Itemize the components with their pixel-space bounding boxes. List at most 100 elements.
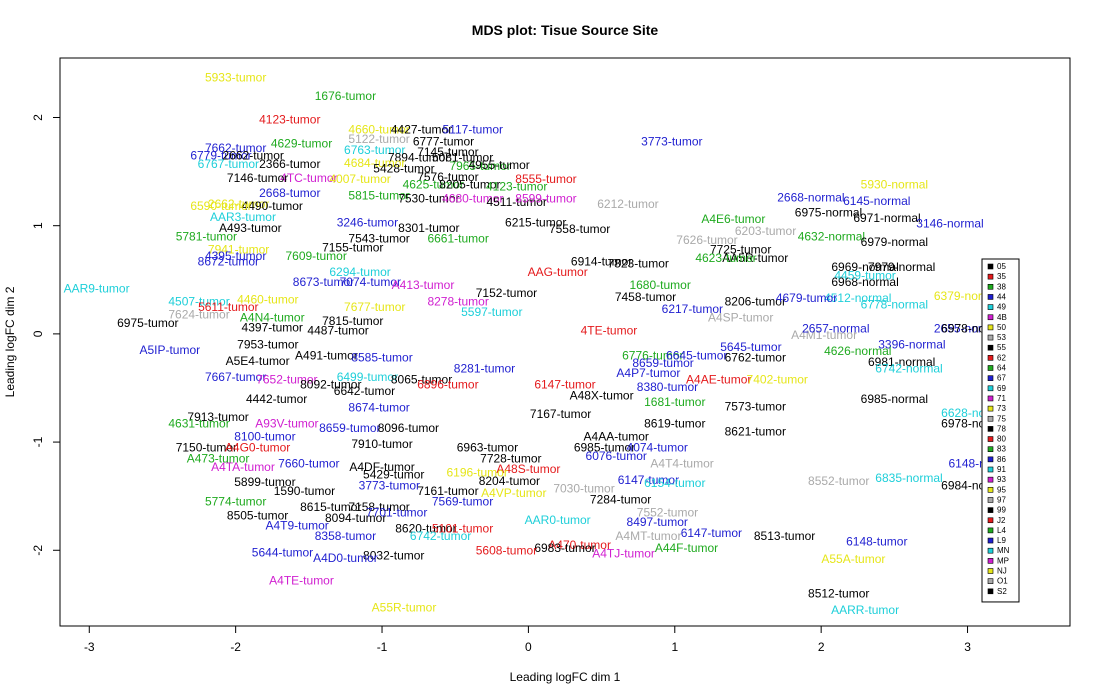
point-label: 4074-tumor	[627, 440, 688, 454]
legend-swatch	[987, 365, 994, 371]
point-label: 4459-tumor	[834, 268, 895, 282]
point-label: 1680-tumor	[629, 278, 690, 292]
point-label: 1681-tumor	[644, 395, 705, 409]
point-label: 8358-tumor	[315, 529, 376, 543]
point-label: 6076-tumor	[586, 449, 647, 463]
legend-label: 78	[997, 424, 1006, 433]
legend-swatch	[987, 497, 994, 503]
point-label: A55A-tumor	[821, 552, 885, 566]
point-label: 5815-tumor	[348, 188, 409, 202]
point-label: 4442-tumor	[246, 392, 307, 406]
point-label: 8032-tumor	[363, 549, 424, 563]
point-label: 8513-tumor	[754, 529, 815, 543]
legend-label: 91	[997, 465, 1006, 474]
point-label: A55R-tumor	[372, 601, 437, 615]
point-label: 6763-tumor	[344, 143, 405, 157]
point-label: 8672-tumor	[198, 254, 259, 268]
point-label: 5429-tumor	[363, 468, 424, 482]
legend-label: 95	[997, 485, 1006, 494]
point-label: AAR0-tumor	[525, 513, 591, 527]
point-label: 6154-tumor	[644, 476, 705, 490]
legend-label: MP	[997, 556, 1009, 565]
point-label: 4626-normal	[824, 344, 891, 358]
legend-label: 53	[997, 333, 1006, 342]
point-label: 7662-tumor	[205, 141, 266, 155]
x-axis-label: Leading logFC dim 1	[510, 670, 621, 684]
point-label: 2662-tumor	[208, 197, 269, 211]
legend-swatch	[987, 588, 994, 595]
point-label: 3773-tumor	[641, 134, 702, 148]
point-label: 3396-normal	[878, 338, 945, 352]
legend-swatch	[987, 456, 994, 463]
point-label: 8096-tumor	[378, 421, 439, 435]
point-label: 5117-tumor	[443, 122, 503, 136]
point-label: 7609-tumor	[285, 249, 346, 263]
point-label: 5081-tumor	[432, 151, 493, 165]
point-label: 4511-tumor	[486, 195, 546, 209]
point-label: 4680-tumor	[442, 192, 503, 206]
point-label: 6779-tumor	[190, 148, 251, 162]
legend-label: MN	[997, 546, 1010, 555]
point-label: 7158-tumor	[348, 500, 409, 514]
point-label: 8555-tumor	[515, 172, 576, 186]
point-label: 5428-tumor	[373, 161, 434, 175]
point-label: 6212-tumor	[597, 197, 658, 211]
legend-swatch	[987, 355, 994, 361]
point-label: 2366-tumor	[259, 157, 320, 171]
legend-label: S2	[997, 587, 1007, 596]
point-label: 1590-tumor	[274, 484, 335, 498]
legend-label: 97	[997, 495, 1006, 504]
point-label: 8659-tumor	[632, 356, 693, 370]
point-label: 2657-normal	[802, 321, 869, 335]
x-tick-label-1: -2	[230, 640, 241, 654]
point-label: A5E4-tumor	[226, 354, 290, 368]
point-label: 6985-normal	[861, 392, 928, 406]
point-label: 6971-normal	[853, 211, 920, 225]
point-label: 7558-tumor	[549, 222, 610, 236]
point-label: AARR-tumor	[831, 603, 899, 617]
point-label: 7910-tumor	[351, 437, 412, 451]
point-label: 6963-tumor	[457, 440, 518, 454]
point-label: 2662-tumor	[223, 148, 284, 162]
legend-swatch	[987, 344, 994, 351]
point-label: 6590-tumor	[190, 199, 251, 213]
point-label: 7146-tumor	[227, 171, 288, 185]
y-axis-label: Leading logFC dim 2	[3, 286, 17, 397]
legend-label: 93	[997, 475, 1006, 484]
point-label: 8301-tumor	[398, 221, 459, 235]
point-label: 7913-tumor	[187, 410, 248, 424]
point-label: 8204-tumor	[479, 474, 540, 488]
point-label: 7152-tumor	[476, 286, 537, 300]
point-label: A4M1-tumor	[791, 328, 857, 342]
point-label: 8512-tumor	[808, 587, 869, 601]
x-tick-label-4: 1	[671, 640, 678, 654]
point-label: 3246-tumor	[337, 215, 398, 229]
axis-ticks: -3 -2 -1 0 1 2 3 -2 -1 0 1 2	[31, 114, 971, 654]
point-label: A4P7-tumor	[616, 366, 680, 380]
point-label: 6896-tumor	[417, 378, 478, 392]
point-label: 6968-normal	[831, 275, 898, 289]
point-label: A493-tumor	[219, 221, 282, 235]
point-label: 4TC-tumor	[280, 171, 337, 185]
point-label: 6217-tumor	[662, 302, 723, 316]
point-label: 6981-normal	[868, 355, 935, 369]
point-label: 8065-tumor	[391, 372, 452, 386]
point-label: 7667-tumor	[205, 370, 266, 384]
point-label: 4487-tumor	[307, 324, 368, 338]
legend-label: 4B	[997, 313, 1007, 322]
legend-swatch	[987, 324, 994, 331]
point-label: A4T9-tumor	[265, 518, 328, 532]
point-label: A491-tumor	[295, 349, 358, 363]
point-label: 7074-tumor	[340, 275, 401, 289]
point-label: 4625-tumor	[403, 178, 464, 192]
legend-swatch	[987, 558, 994, 564]
point-label: A4DF-tumor	[349, 460, 414, 474]
point-label: A470-tumor	[548, 538, 611, 552]
point-label: A4AA-tumor	[584, 430, 649, 444]
legend-label: 44	[997, 292, 1006, 301]
point-label: 6145-normal	[843, 194, 910, 208]
point-label: 7677-tumor	[344, 300, 405, 314]
legend-swatch	[987, 547, 994, 554]
legend-swatch	[987, 486, 994, 493]
point-label: 7894-tumor	[388, 151, 449, 165]
